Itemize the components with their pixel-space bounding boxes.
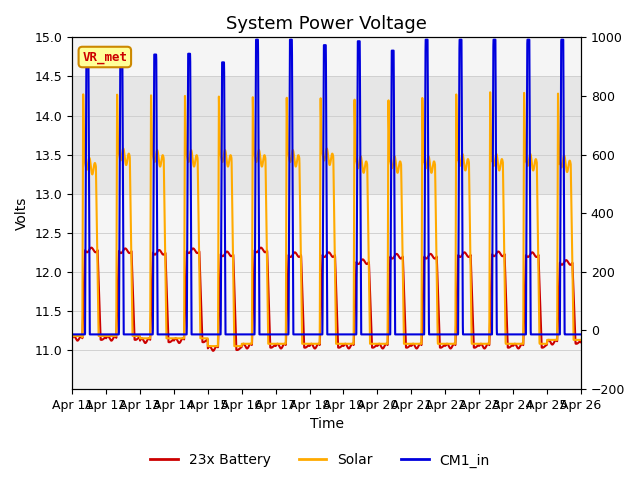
Legend: 23x Battery, Solar, CM1_in: 23x Battery, Solar, CM1_in [145,448,495,473]
Bar [72,76,581,194]
Text: VR_met: VR_met [83,50,127,63]
Title: System Power Voltage: System Power Voltage [226,15,427,33]
X-axis label: Time: Time [310,418,344,432]
Y-axis label: Volts: Volts [15,196,29,230]
